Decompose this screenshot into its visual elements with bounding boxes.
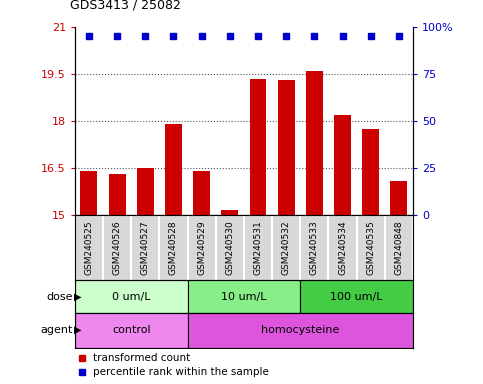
Bar	[137, 168, 154, 384]
Bar	[334, 115, 351, 384]
Text: 100 um/L: 100 um/L	[330, 291, 383, 302]
Text: dose: dose	[46, 291, 72, 302]
Text: GSM240533: GSM240533	[310, 220, 319, 275]
Bar	[193, 171, 210, 384]
Text: GSM240535: GSM240535	[366, 220, 375, 275]
Point	[85, 33, 93, 40]
Point	[254, 33, 262, 40]
Text: GSM240534: GSM240534	[338, 220, 347, 275]
Text: GSM240528: GSM240528	[169, 220, 178, 275]
Point	[198, 33, 206, 40]
Text: percentile rank within the sample: percentile rank within the sample	[94, 367, 270, 377]
Bar	[75, 280, 187, 313]
Text: agent: agent	[40, 325, 72, 335]
Text: GSM240527: GSM240527	[141, 220, 150, 275]
Text: ▶: ▶	[74, 325, 82, 335]
Text: ▶: ▶	[74, 291, 82, 302]
Text: GSM240532: GSM240532	[282, 220, 291, 275]
Text: GDS3413 / 25082: GDS3413 / 25082	[70, 0, 181, 12]
Bar	[187, 313, 413, 348]
Text: transformed count: transformed count	[94, 353, 191, 363]
Text: GSM240525: GSM240525	[85, 220, 93, 275]
Bar	[81, 171, 98, 384]
Point	[311, 33, 318, 40]
Text: homocysteine: homocysteine	[261, 325, 340, 335]
Bar	[306, 71, 323, 384]
Text: 10 um/L: 10 um/L	[221, 291, 267, 302]
Bar	[250, 79, 267, 384]
Bar	[75, 313, 187, 348]
Bar	[362, 129, 379, 384]
Text: GSM240529: GSM240529	[197, 220, 206, 275]
Text: GSM240531: GSM240531	[254, 220, 262, 275]
Point	[395, 33, 403, 40]
Bar	[109, 174, 126, 384]
Text: GSM240526: GSM240526	[113, 220, 122, 275]
Text: GSM240848: GSM240848	[395, 220, 403, 275]
Bar	[165, 124, 182, 384]
Point	[367, 33, 375, 40]
Bar	[221, 210, 238, 384]
Point	[339, 33, 346, 40]
Point	[282, 33, 290, 40]
Point	[170, 33, 177, 40]
Text: GSM240530: GSM240530	[226, 220, 234, 275]
Text: control: control	[112, 325, 151, 335]
Bar	[390, 180, 407, 384]
Point	[142, 33, 149, 40]
Point	[226, 33, 234, 40]
Bar	[187, 280, 300, 313]
Bar	[278, 80, 295, 384]
Bar	[300, 280, 413, 313]
Text: 0 um/L: 0 um/L	[112, 291, 151, 302]
Point	[113, 33, 121, 40]
